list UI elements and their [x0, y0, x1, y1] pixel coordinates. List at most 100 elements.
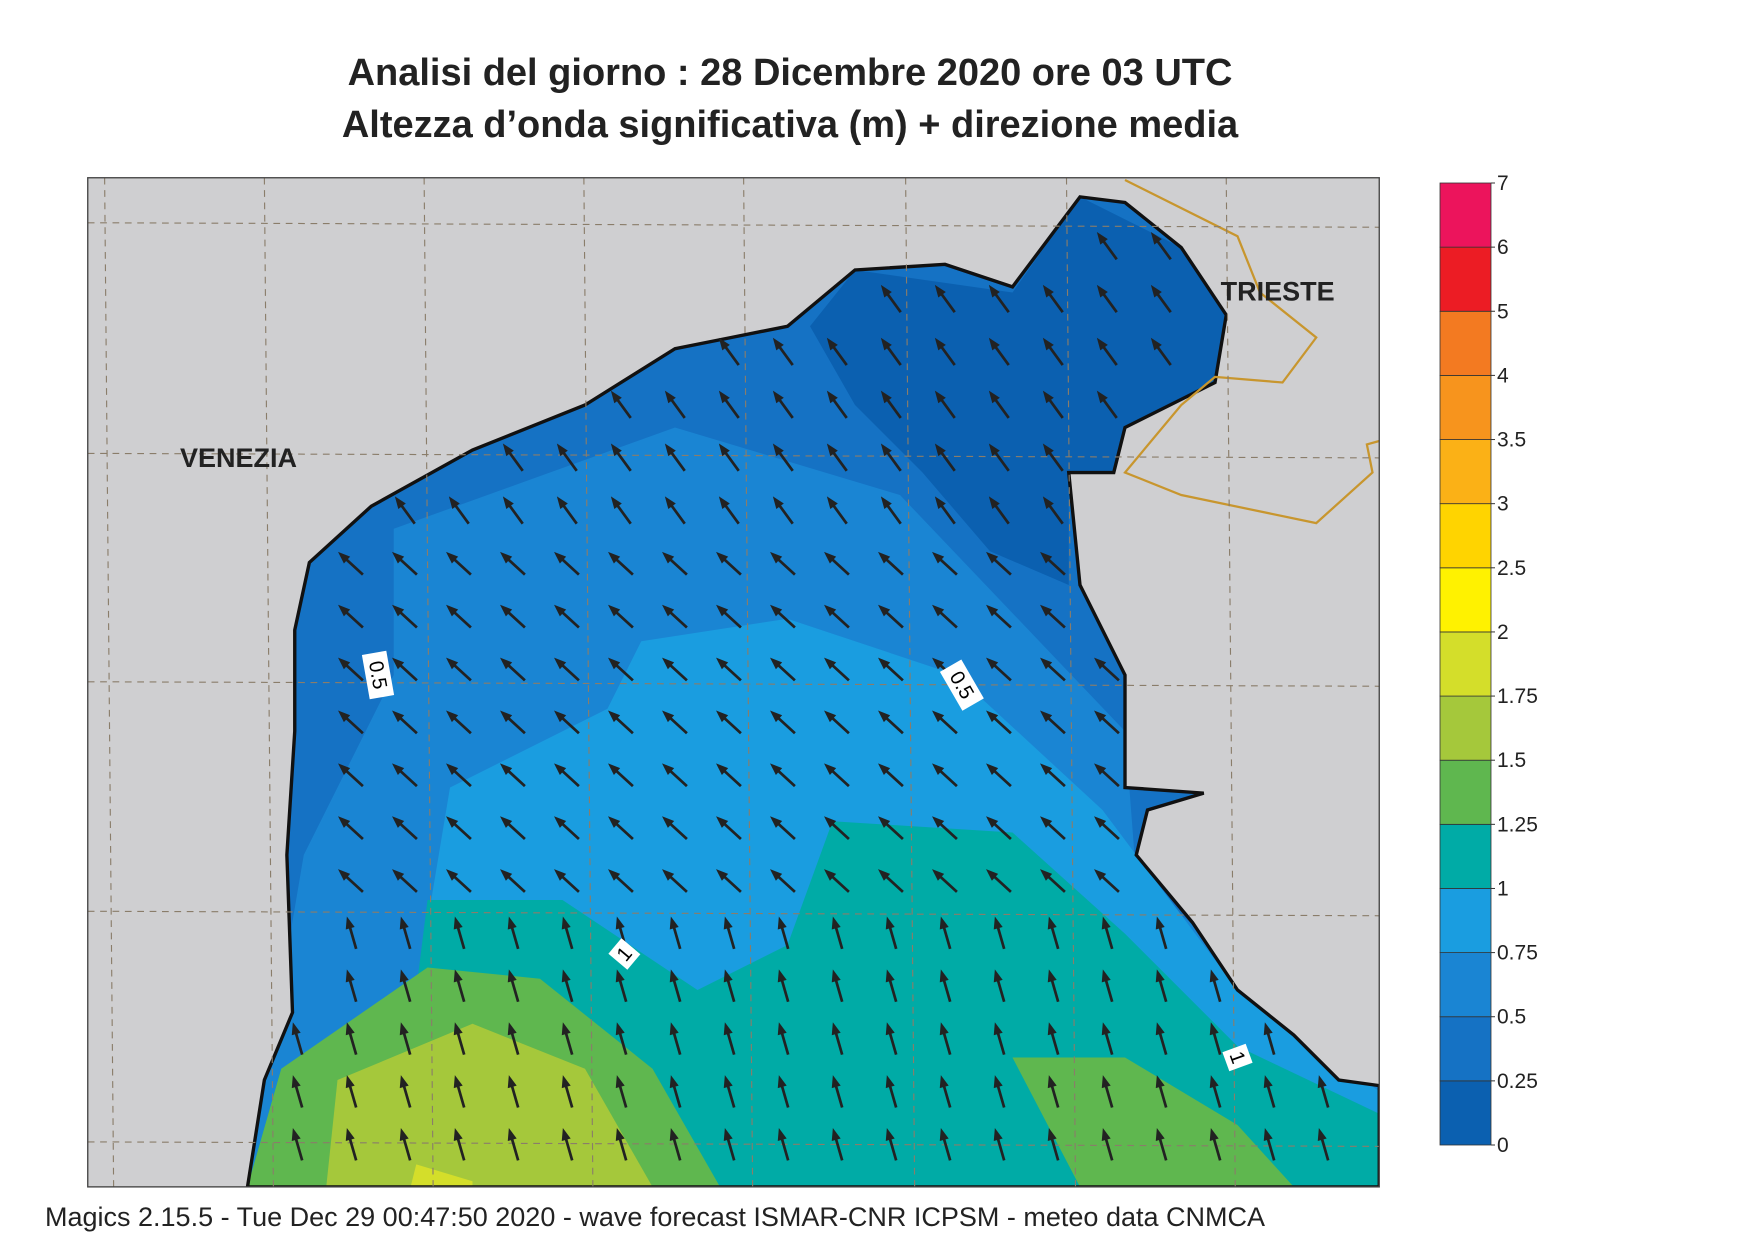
arrow-head [507, 1127, 517, 1142]
arrow-head [399, 1022, 409, 1036]
arrow-head [718, 443, 730, 457]
arrow-head [399, 1075, 409, 1089]
arrow-head [986, 763, 999, 776]
arrow-head [932, 763, 945, 776]
arrow-head [1047, 1022, 1057, 1036]
arrow-head [500, 657, 513, 670]
colorbar-bin [1439, 823, 1492, 889]
arrow-head [885, 1127, 895, 1142]
colorbar-label: 2.5 [1497, 557, 1526, 580]
arrow-head [554, 869, 567, 881]
arrow-head [664, 390, 676, 404]
arrow-head [664, 496, 676, 510]
arrow-head [993, 969, 1003, 983]
arrow-head [986, 869, 999, 881]
arrow-head [608, 710, 621, 723]
arrow-head [554, 604, 567, 617]
arrow-head [1155, 1022, 1165, 1036]
arrow-head [338, 604, 351, 617]
arrow-head [939, 1127, 949, 1142]
arrow-head [777, 969, 787, 983]
arrow-head [770, 816, 783, 828]
arrow-head [934, 443, 946, 457]
arrow-head [824, 869, 837, 881]
arrow-head [291, 1022, 301, 1036]
arrow-head [878, 710, 891, 723]
arrow-head [932, 604, 945, 617]
arrow-head [392, 869, 405, 881]
arrow-head [824, 604, 837, 617]
arrow-head [1317, 1127, 1327, 1142]
arrow-head [1096, 337, 1108, 351]
arrow-head [338, 551, 351, 564]
arrow-head [664, 443, 676, 457]
arrow-head [345, 969, 355, 983]
colorbar-label: 2 [1497, 621, 1509, 644]
arrow-head [554, 710, 567, 723]
arrow-head [554, 763, 567, 776]
arrow-head [453, 1022, 463, 1036]
arrow-head [392, 816, 405, 828]
arrow-head [500, 869, 513, 881]
colorbar: 0 0.25 0.5 0.75 1 1.25 1.5 1.75 2 2.5 3 3.5 4 5 6 7 [1439, 172, 1538, 1157]
arrow-head [993, 1022, 1003, 1036]
contour-label: 0.5 [364, 659, 391, 691]
arrow-head [880, 443, 892, 457]
arrow-head [345, 1127, 355, 1142]
arrow-head [770, 551, 783, 564]
arrow-head [453, 1127, 463, 1142]
arrow-head [669, 1075, 679, 1089]
graticule [87, 177, 1380, 1187]
arrow-head [1209, 1022, 1219, 1036]
arrow-head [446, 763, 459, 776]
arrow-head [831, 969, 841, 983]
arrow-head [932, 816, 945, 828]
arrow-head [1040, 763, 1053, 776]
arrow-head [500, 551, 513, 564]
colorbar-label: 4 [1497, 364, 1509, 387]
arrow-head [507, 1075, 517, 1089]
arrow-head [826, 390, 838, 404]
arrow-head [610, 443, 622, 457]
arrow-head [1155, 1127, 1165, 1142]
parallel [87, 681, 1380, 687]
arrow-head [291, 1127, 301, 1142]
parallel [87, 452, 1380, 459]
arrow-head [338, 710, 351, 723]
colorbar-label: 0 [1497, 1134, 1509, 1157]
colorbar-bin [1439, 952, 1492, 1018]
colorbar-bin [1439, 246, 1492, 312]
arrow-head [718, 496, 730, 510]
colorbar-bin [1439, 759, 1492, 825]
arrow-head [399, 916, 409, 930]
colorbar-label: 1.25 [1497, 813, 1538, 836]
arrows [291, 232, 1330, 1161]
arrow-head [939, 969, 949, 983]
arrow-head [880, 284, 892, 298]
arrow-head [1263, 1127, 1273, 1142]
arrow-head [723, 969, 733, 983]
arrow-head [831, 1127, 841, 1142]
arrow-head [770, 869, 783, 881]
arrow-head [723, 1075, 733, 1089]
arrow-head [446, 816, 459, 828]
arrow-head [824, 710, 837, 723]
arrow-head [932, 710, 945, 723]
colorbar-label: 0.5 [1497, 1006, 1526, 1029]
arrow-head [1042, 284, 1054, 298]
arrow-head [502, 496, 514, 510]
arrow-head [1094, 710, 1107, 723]
arrow-head [338, 763, 351, 776]
place-label: TRIESTE [1221, 276, 1335, 306]
arrow-head [986, 657, 999, 670]
colorbar-bin [1439, 888, 1492, 954]
arrow-head [1096, 232, 1108, 245]
arrow-head [1101, 969, 1111, 983]
colorbar-label: 3 [1497, 493, 1509, 516]
arrow-head [885, 1022, 895, 1036]
arrow-head [885, 916, 895, 930]
arrow-head [556, 443, 568, 457]
arrow-head [770, 604, 783, 617]
colorbar-label: 3.5 [1497, 429, 1526, 452]
